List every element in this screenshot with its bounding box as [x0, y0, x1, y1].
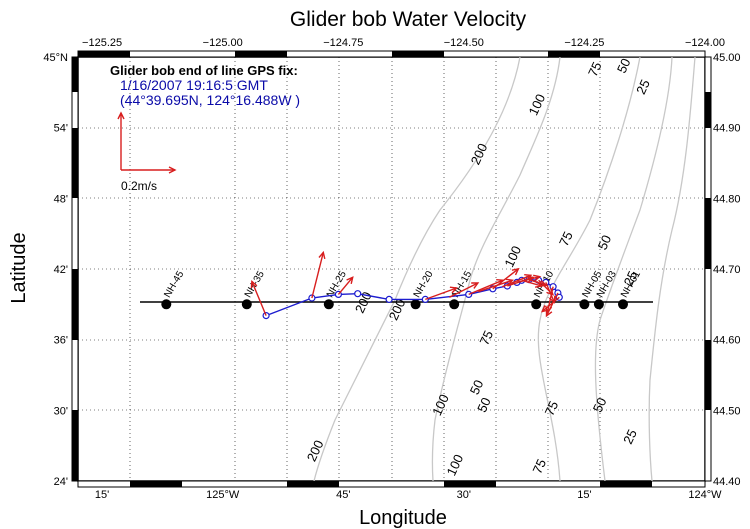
velocity-vector: [540, 296, 560, 313]
velocity-vector: [492, 267, 520, 290]
bottom-tick-label: 45': [336, 489, 350, 501]
bottom-tick-label: 15': [95, 489, 109, 501]
gps-fix-info: Glider bob end of line GPS fix: 1/16/200…: [110, 63, 300, 108]
contour-label: 25: [620, 427, 640, 446]
bottom-tick-label: 30': [457, 489, 471, 501]
left-tick-label: 45°N: [43, 52, 68, 64]
contour-label: 50: [467, 377, 487, 396]
gps-fix-time: 1/16/2007 19:16:5 GMT: [120, 77, 268, 93]
left-tick-label: 36': [54, 335, 68, 347]
station-marker: [323, 299, 334, 310]
right-tick-label: 44.50: [713, 405, 741, 417]
velocity-vector: [311, 250, 326, 299]
contour-label: 75: [556, 229, 576, 248]
station-marker: [531, 299, 542, 310]
right-tick-label: 44.90: [713, 123, 741, 135]
contour-label: 75: [542, 399, 562, 418]
contour-label: 75: [476, 328, 496, 347]
station-marker: [410, 299, 421, 310]
track-point: [385, 295, 393, 303]
left-tick-label: 48': [54, 193, 68, 205]
axis-tick-labels: −125.25 −125.00 −124.75 −124.50 −124.25 −124.…: [43, 37, 740, 501]
station-marker: [241, 299, 252, 310]
contour-label: 50: [474, 395, 494, 414]
left-tick-label: 42': [54, 264, 68, 276]
top-tick-label: −124.25: [564, 37, 604, 49]
bathymetry-contours: [313, 57, 696, 481]
gps-fix-heading: Glider bob end of line GPS fix:: [110, 63, 298, 78]
right-tick-label: 45.00: [713, 52, 741, 64]
left-tick-label: 54': [54, 123, 68, 135]
contour-label: 50: [595, 233, 615, 252]
velocity-scale: [117, 111, 177, 174]
track-point: [354, 290, 362, 298]
graticule: [78, 57, 705, 481]
velocity-vector: [516, 274, 542, 284]
contour-label: 50: [614, 56, 634, 75]
top-tick-label: −124.75: [323, 37, 363, 49]
bottom-tick-label: 124°W: [688, 489, 722, 501]
station-marker: [618, 299, 628, 310]
y-axis-label: Latitude: [8, 232, 30, 303]
map-frame: [71, 50, 712, 488]
top-tick-label: −125.25: [82, 37, 122, 49]
station-marker: [161, 299, 172, 310]
top-tick-label: −125.00: [203, 37, 243, 49]
right-tick-label: 44.80: [713, 193, 741, 205]
velocity-vector: [545, 292, 559, 318]
velocity-vector: [425, 286, 459, 301]
bottom-tick-label: 15': [577, 489, 591, 501]
left-tick-label: 30': [54, 405, 68, 417]
contour-label: 75: [529, 457, 549, 476]
top-tick-label: −124.00: [685, 37, 725, 49]
left-tick-label: 24': [54, 476, 68, 488]
velocity-vectors: [250, 250, 560, 318]
right-tick-label: 44.60: [713, 335, 741, 347]
right-tick-label: 44.70: [713, 264, 741, 276]
top-tick-label: −124.50: [444, 37, 484, 49]
contour-label: 25: [621, 269, 641, 288]
contour-label: 25: [633, 77, 653, 96]
scale-label: 0.2m/s: [121, 179, 157, 193]
contour-label: 50: [590, 395, 610, 414]
gps-fix-position: (44°39.695N, 124°16.488W ): [120, 92, 300, 108]
station-marker: [449, 299, 460, 310]
chart-title: Glider bob Water Velocity: [290, 8, 527, 31]
velocity-vector: [337, 276, 354, 295]
station-marker: [579, 299, 590, 310]
velocity-vector: [449, 282, 480, 298]
velocity-vector: [250, 279, 267, 316]
station-marker: [593, 299, 604, 310]
x-axis-label: Longitude: [359, 507, 447, 529]
bottom-tick-label: 125°W: [206, 489, 240, 501]
contour-label: 75: [585, 59, 605, 78]
right-tick-label: 44.40: [713, 476, 741, 488]
